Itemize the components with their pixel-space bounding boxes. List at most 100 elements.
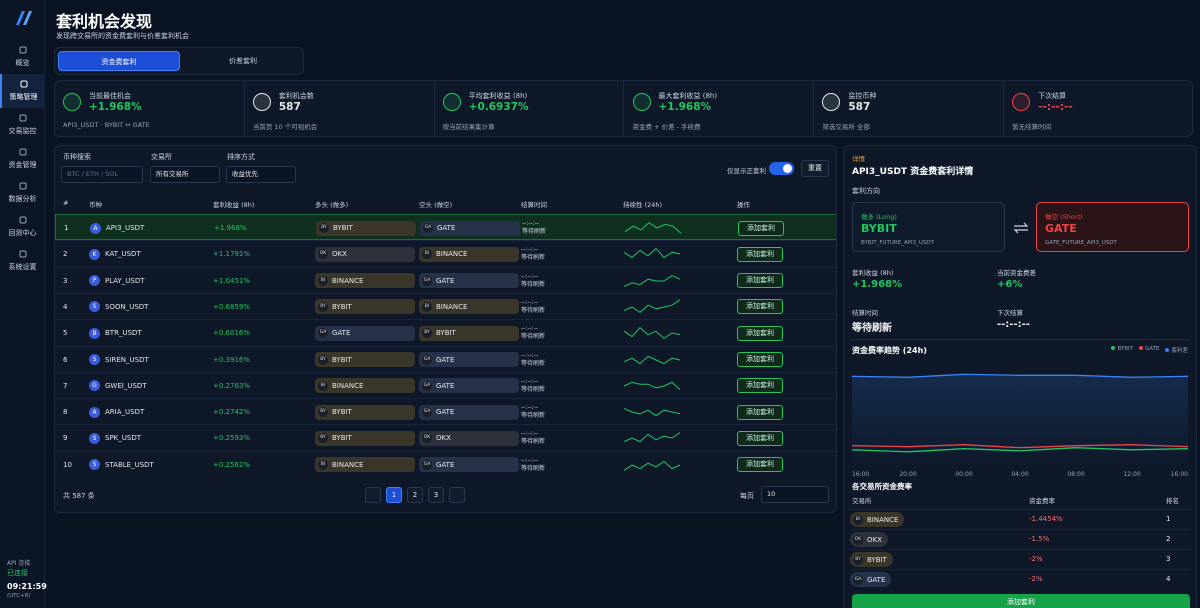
- settle-time: --:--:--: [521, 298, 539, 306]
- tab[interactable]: 资金费套利: [58, 51, 180, 71]
- trend-cell: [623, 347, 681, 373]
- long-badge: BY BYBIT: [315, 430, 415, 446]
- add-button[interactable]: 添加套利: [737, 273, 783, 289]
- exchange-abbr: BY: [319, 223, 329, 233]
- stat-label: 平均套利收益 (8h): [468, 92, 528, 100]
- reset-button[interactable]: 重置: [801, 160, 829, 177]
- exchange-name: GATE: [436, 408, 455, 417]
- x-tick-label: 00:00: [955, 471, 972, 478]
- x-tick-label: 20:00: [899, 471, 916, 478]
- exchange-abbr: OK: [853, 534, 863, 545]
- settle-note: 等待刷新: [521, 438, 546, 446]
- settle: --:--:-- 等待刷新: [521, 352, 545, 368]
- exchange-name: BYBIT: [332, 434, 352, 443]
- trend-cell: [623, 241, 681, 267]
- x-tick-label: 04:00: [1011, 471, 1028, 478]
- symbol-cell: S SOON_USDT: [89, 294, 148, 320]
- add-button[interactable]: 添加套利: [737, 404, 783, 420]
- symbol-cell: A API3_USDT: [90, 215, 144, 241]
- icon-shape: [20, 80, 27, 88]
- sparkline: [623, 299, 681, 313]
- nav-item[interactable]: 数据分析: [0, 176, 45, 210]
- add-button[interactable]: 添加套利: [737, 457, 783, 473]
- long-badge: BY BYBIT: [315, 404, 415, 420]
- trend-cell: [623, 268, 681, 294]
- settle: --:--:-- 等待刷新: [521, 430, 545, 446]
- short-badge: OK OKX: [419, 430, 519, 446]
- add-button[interactable]: 添加套利: [737, 246, 783, 262]
- page-button[interactable]: 3: [428, 487, 444, 503]
- profit: +0.6859%: [213, 302, 251, 311]
- exchange-select[interactable]: 所有交易所: [150, 166, 220, 183]
- nav-item[interactable]: 资金管理: [0, 142, 45, 176]
- add-button[interactable]: 添加套利: [737, 378, 783, 394]
- stat-label: 套利机会数: [278, 92, 314, 100]
- settle: --:--:-- 等待刷新: [521, 378, 545, 394]
- add-button[interactable]: 添加套利: [738, 220, 784, 236]
- toggle[interactable]: [769, 162, 794, 175]
- profit-cell: +0.6859%: [213, 294, 250, 320]
- rank: 6: [63, 355, 68, 364]
- long-badge: BI BINANCE: [315, 273, 415, 289]
- nav-icon: [19, 46, 26, 54]
- stats-bar: 当前最佳机会 +1.968% API3_USDT · BYBIT ↔ GATE 套利机…: [54, 80, 1193, 137]
- nav-item[interactable]: 交易监控: [0, 108, 45, 142]
- action-cell: 添加套利: [737, 347, 783, 373]
- settle-note: 等待刷新: [521, 412, 546, 420]
- exchange-abbr: BI: [422, 301, 432, 312]
- stat-label: 最大套利收益 (8h): [658, 92, 718, 100]
- settle-cell: --:--:-- 等待刷新: [521, 425, 545, 451]
- rate-exchange: BY BYBIT: [850, 552, 893, 567]
- symbol: SPK_USDT: [105, 434, 141, 443]
- nav-item[interactable]: 回测中心: [0, 210, 45, 244]
- settle-time: --:--:--: [521, 456, 539, 464]
- swap-arrows: [1013, 222, 1029, 234]
- sparkline: [623, 408, 681, 417]
- page-prev[interactable]: [365, 487, 381, 503]
- nav-icon: [19, 182, 26, 190]
- legend-swatch: [1165, 348, 1170, 352]
- x-tick-label: 16:00: [852, 471, 869, 478]
- short-cell: GA GATE: [419, 373, 519, 399]
- add-button[interactable]: 添加套利: [737, 325, 783, 341]
- search-input[interactable]: BTC / ETH / SOL: [61, 166, 143, 183]
- detail-add-button[interactable]: 添加套利: [852, 594, 1190, 608]
- tab[interactable]: 价差套利: [229, 57, 257, 65]
- stat-value: --:--:--: [1038, 101, 1073, 113]
- column-header: 结算时间: [521, 201, 547, 209]
- nav-item[interactable]: 系统设置: [0, 244, 45, 278]
- page-button[interactable]: 1: [386, 487, 402, 503]
- add-button[interactable]: 添加套利: [737, 352, 783, 367]
- stat-note: 暂无结算时间: [1012, 123, 1052, 131]
- add-button[interactable]: 添加套利: [737, 299, 783, 315]
- profit-cell: +0.2763%: [213, 373, 250, 399]
- nav-item[interactable]: 概览: [0, 40, 45, 74]
- coin-icon: G: [89, 380, 100, 392]
- short-cell: GA GATE: [419, 268, 519, 294]
- table-row: 7 G GWEI_USDT +0.2763% BI BINANCE GA GATE --:--:…: [55, 371, 836, 399]
- exchange-abbr: GA: [422, 275, 432, 286]
- sort-select[interactable]: 收益优先: [226, 166, 296, 183]
- stat-icon: [822, 93, 841, 111]
- page-button[interactable]: 2: [407, 487, 423, 503]
- coin-icon: S: [89, 459, 100, 471]
- exchange-name: GATE: [437, 224, 456, 232]
- settle-cell: --:--:-- 等待刷新: [521, 347, 545, 373]
- action-cell: 添加套利: [737, 452, 783, 478]
- stat-icon: [442, 93, 461, 111]
- nav-item[interactable]: 策略管理: [0, 74, 45, 108]
- metric-label: 下次结算: [997, 309, 1023, 317]
- trend-cell: [623, 452, 681, 478]
- icon-shape: [19, 46, 26, 54]
- per-page-select[interactable]: 10: [761, 486, 829, 503]
- table-row: 8 A ARIA_USDT +0.2742% BY BYBIT GA GATE --:--:--…: [55, 398, 836, 424]
- add-button[interactable]: 添加套利: [737, 430, 783, 446]
- settle: --:--:-- 等待刷新: [521, 246, 545, 262]
- stat-card: 平均套利收益 (8h) +0.6937% 按当前结果集计算: [435, 81, 625, 137]
- exchange-abbr: BI: [318, 275, 328, 286]
- action-cell: 添加套利: [737, 294, 783, 320]
- tab-bar: 资金费套利 价差套利: [54, 47, 304, 75]
- page-next[interactable]: [449, 487, 465, 503]
- settle-cell: --:--:-- 等待刷新: [521, 373, 545, 399]
- icon-shape: [19, 148, 26, 156]
